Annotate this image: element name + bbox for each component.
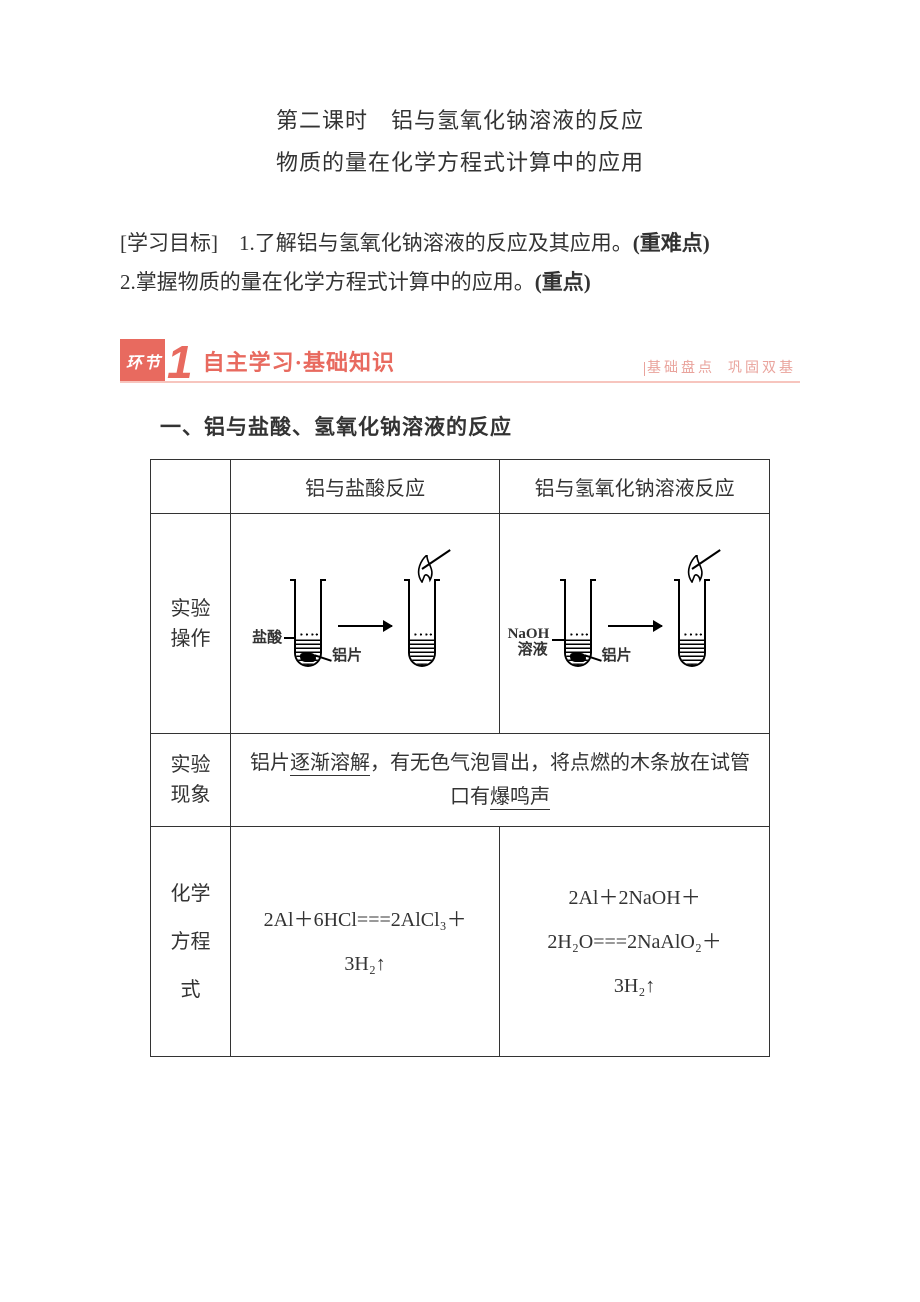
tube-naoh-before: NaOH 溶液 铝片 <box>564 581 592 667</box>
objective-2-text: 2.掌握物质的量在化学方程式计算中的应用。 <box>120 270 535 294</box>
eq1-line2: 3H₂↑ <box>241 942 489 986</box>
banner-number: 1 <box>167 339 193 385</box>
objectives-label: [学习目标] <box>120 231 218 255</box>
objective-1-emphasis: (重难点) <box>633 231 710 255</box>
header-hcl: 铝与盐酸反应 <box>231 460 500 514</box>
sub-heading: 一、铝与盐酸、氢氧化钠溶液的反应 <box>160 411 800 441</box>
title-block: 第二课时 铝与氢氧化钠溶液的反应 物质的量在化学方程式计算中的应用 <box>120 100 800 184</box>
row-label-phenomenon-text: 实验现象 <box>171 754 211 806</box>
table-row-equation: 化学方程式 2Al＋6HCl===2AlCl₃＋ 3H₂↑ 2Al＋2NaOH＋… <box>151 827 770 1057</box>
phenom-underline-2: 爆鸣声 <box>490 786 550 810</box>
banner-right: 基础盘点 巩固双基 <box>646 357 796 377</box>
phenom-text-1: 铝片 <box>250 752 290 774</box>
banner-right-1: 基础盘点 <box>647 361 715 376</box>
diagram-hcl: 盐酸 铝片 <box>241 581 489 667</box>
row-label-equation: 化学方程式 <box>151 827 231 1057</box>
eq2-line2: 2H₂O===2NaAlO₂＋ <box>510 920 759 964</box>
diagram-naoh: NaOH 溶液 铝片 <box>510 581 759 667</box>
tube-hcl-after <box>408 581 436 667</box>
title-line-2: 物质的量在化学方程式计算中的应用 <box>120 142 800 184</box>
arrow-icon-2 <box>608 625 662 627</box>
experiment-hcl-cell: 盐酸 铝片 <box>231 514 500 734</box>
arrow-icon <box>338 625 392 627</box>
label-naoh-2: 溶液 <box>518 638 548 659</box>
experiment-naoh-cell: NaOH 溶液 铝片 <box>500 514 770 734</box>
equation-hcl: 2Al＋6HCl===2AlCl₃＋ 3H₂↑ <box>231 827 500 1057</box>
row-label-phenomenon: 实验现象 <box>151 734 231 827</box>
row-label-experiment: 实验操作 <box>151 514 231 734</box>
tube-hcl-before: 盐酸 铝片 <box>294 581 322 667</box>
comparison-table: 铝与盐酸反应 铝与氢氧化钠溶液反应 实验操作 盐酸 铝片 <box>150 459 770 1057</box>
eq1-line1: 2Al＋6HCl===2AlCl₃＋ <box>241 898 489 942</box>
banner-badge: 环节 <box>120 339 165 381</box>
banner-right-2: 巩固双基 <box>728 361 796 376</box>
eq2-line1: 2Al＋2NaOH＋ <box>510 876 759 920</box>
banner-heading: 自主学习·基础知识 <box>203 345 395 381</box>
tube-naoh-after <box>678 581 706 667</box>
objective-2-emphasis: (重点) <box>535 270 591 294</box>
equation-naoh: 2Al＋2NaOH＋ 2H₂O===2NaAlO₂＋ 3H₂↑ <box>500 827 770 1057</box>
label-hcl: 盐酸 <box>252 626 282 647</box>
phenom-text-2: ，有无色气泡冒出，将点燃的木条放在试管口有 <box>370 752 750 808</box>
table-row-phenomenon: 实验现象 铝片逐渐溶解，有无色气泡冒出，将点燃的木条放在试管口有爆鸣声 <box>151 734 770 827</box>
eq2-line3: 3H₂↑ <box>510 964 759 1008</box>
row-label-equation-text: 化学方程式 <box>171 883 211 1001</box>
label-al-1: 铝片 <box>332 644 362 665</box>
table-row-experiment: 实验操作 盐酸 铝片 <box>151 514 770 734</box>
header-empty <box>151 460 231 514</box>
header-naoh: 铝与氢氧化钠溶液反应 <box>500 460 770 514</box>
objective-1-text: 1.了解铝与氢氧化钠溶液的反应及其应用。 <box>218 231 633 255</box>
table-header-row: 铝与盐酸反应 铝与氢氧化钠溶液反应 <box>151 460 770 514</box>
objectives: [学习目标] 1.了解铝与氢氧化钠溶液的反应及其应用。(重难点) 2.掌握物质的… <box>120 224 800 304</box>
label-al-2: 铝片 <box>602 644 632 665</box>
phenom-underline-1: 逐渐溶解 <box>290 752 370 776</box>
title-line-1: 第二课时 铝与氢氧化钠溶液的反应 <box>120 100 800 142</box>
section-banner: 环节 1 自主学习·基础知识 基础盘点 巩固双基 <box>120 339 800 383</box>
phenomenon-cell: 铝片逐渐溶解，有无色气泡冒出，将点燃的木条放在试管口有爆鸣声 <box>231 734 770 827</box>
row-label-experiment-text: 实验操作 <box>171 598 211 650</box>
